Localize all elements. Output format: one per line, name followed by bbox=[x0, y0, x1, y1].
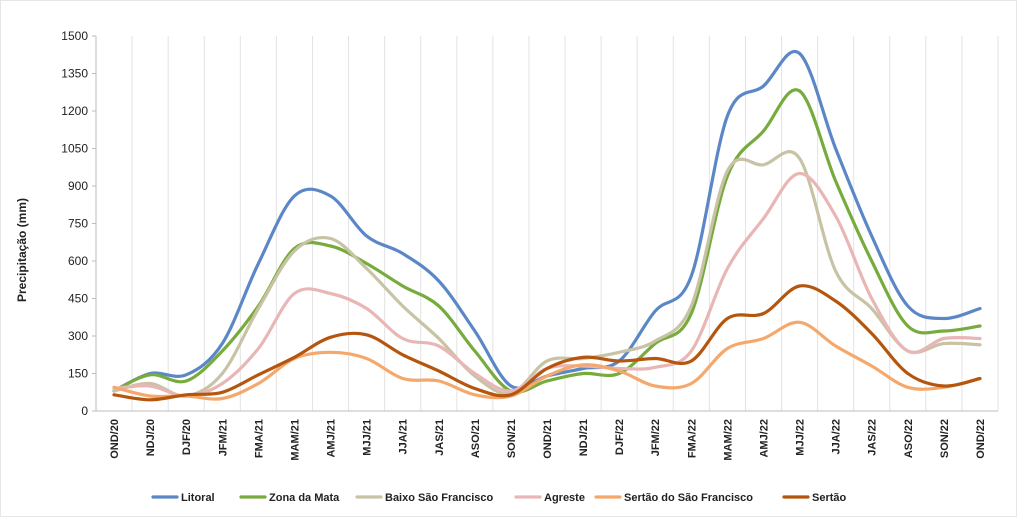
x-tick-label: JFM/21 bbox=[217, 419, 229, 456]
y-tick-label: 600 bbox=[68, 254, 88, 268]
y-tick-label: 450 bbox=[68, 292, 88, 306]
legend-label: Litoral bbox=[181, 492, 215, 504]
x-tick-label: JAS/21 bbox=[434, 419, 446, 456]
series-line-0 bbox=[112, 49, 982, 393]
x-tick-label: OND/21 bbox=[542, 419, 554, 459]
legend-label: Baixo São Francisco bbox=[385, 492, 493, 504]
x-tick-label: FMA/21 bbox=[253, 419, 265, 458]
x-tick-label: MJJ/22 bbox=[795, 419, 807, 456]
x-tick-label: OND/20 bbox=[109, 419, 121, 459]
x-tick-label: AMJ/22 bbox=[758, 419, 770, 458]
x-tick-label: AMJ/21 bbox=[326, 419, 338, 458]
x-tick-label: MAM/21 bbox=[289, 419, 301, 461]
y-tick-label: 900 bbox=[68, 179, 88, 193]
x-tick-label: NDJ/20 bbox=[145, 419, 157, 456]
series-line-5 bbox=[112, 284, 982, 402]
x-tick-labels: OND/20 NDJ/20 DJF/20 JFM/21 FMA/21 MAM/21 AMJ/… bbox=[109, 419, 987, 461]
legend-label: Sertão bbox=[812, 492, 847, 504]
legend-label: Sertão do São Francisco bbox=[624, 492, 753, 504]
y-tick-labels: 0 150 300 450 600 750 900 1050 1200 1350 1500 bbox=[61, 29, 96, 418]
legend-label: Agreste bbox=[544, 492, 585, 504]
x-tick-label: ASO/21 bbox=[470, 419, 482, 458]
legend: Litoral Zona da Mata Baixo São Francisco Ag… bbox=[151, 492, 847, 504]
x-tick-label: SON/22 bbox=[939, 419, 951, 458]
y-tick-label: 150 bbox=[68, 367, 88, 381]
x-tick-label: OND/22 bbox=[975, 419, 987, 459]
x-tick-label: JJA/22 bbox=[831, 419, 843, 454]
x-tick-label: ASO/22 bbox=[903, 419, 915, 458]
legend-label: Zona da Mata bbox=[269, 492, 340, 504]
x-tick-label: JJA/21 bbox=[398, 419, 410, 454]
series-line-2 bbox=[112, 150, 982, 398]
x-tick-label: SON/21 bbox=[506, 419, 518, 458]
series-lines bbox=[112, 49, 982, 402]
x-tick-label: FMA/22 bbox=[686, 419, 698, 458]
y-axis-label: Precipitação (mm) bbox=[15, 198, 29, 302]
x-tick-label: DJF/20 bbox=[181, 419, 193, 455]
y-tick-label: 1200 bbox=[61, 104, 88, 118]
x-tick-label: MJJ/21 bbox=[362, 419, 374, 456]
x-tick-label: JFM/22 bbox=[650, 419, 662, 456]
x-tick-label: DJF/22 bbox=[614, 419, 626, 455]
y-tick-label: 1350 bbox=[61, 67, 88, 81]
y-tick-label: 300 bbox=[68, 329, 88, 343]
x-tick-label: NDJ/21 bbox=[578, 419, 590, 456]
y-tick-label: 1050 bbox=[61, 142, 88, 156]
y-tick-label: 1500 bbox=[61, 29, 88, 43]
x-tick-label: JAS/22 bbox=[867, 419, 879, 456]
x-tick-label: MAM/22 bbox=[722, 419, 734, 461]
series-line-4 bbox=[112, 320, 982, 401]
y-tick-label: 750 bbox=[68, 217, 88, 231]
y-tick-label: 0 bbox=[81, 404, 88, 418]
